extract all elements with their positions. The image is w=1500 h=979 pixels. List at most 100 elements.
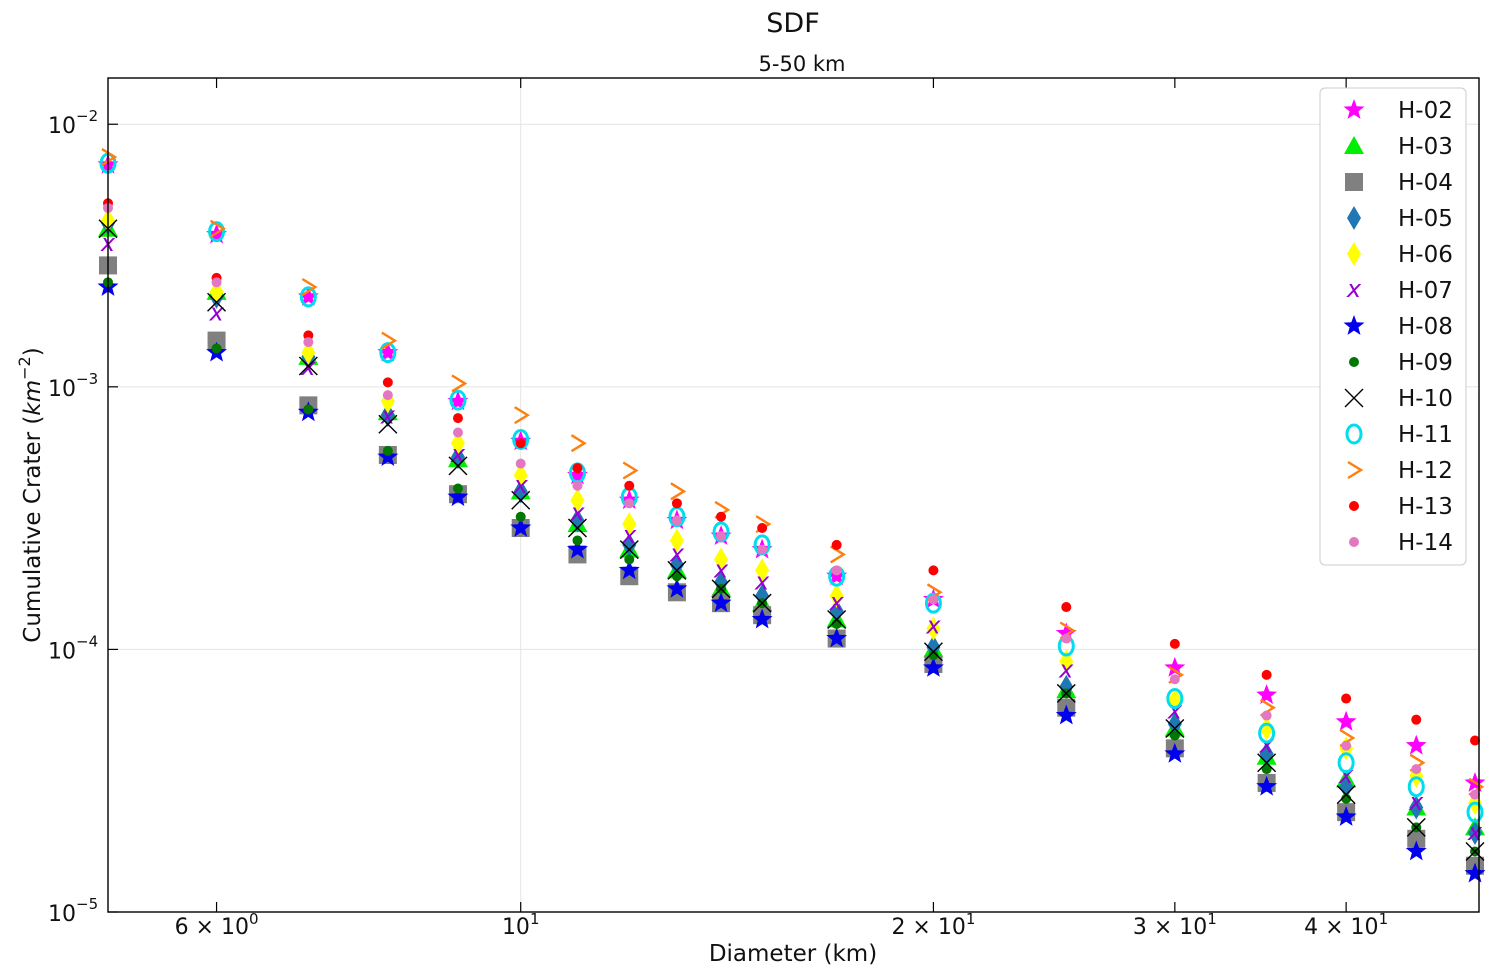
- data-point: [826, 627, 848, 648]
- data-point: [572, 480, 583, 491]
- data-point: [670, 482, 687, 501]
- data-point: [207, 331, 226, 350]
- data-point: [714, 547, 729, 572]
- legend-label: H-14: [1398, 530, 1453, 556]
- data-point: [382, 377, 393, 388]
- legend-marker: [1349, 357, 1359, 367]
- data-point: [101, 148, 118, 167]
- data-point: [1339, 774, 1354, 799]
- data-point: [751, 608, 773, 629]
- legend-label: H-05: [1398, 206, 1453, 232]
- data-point: [567, 538, 588, 559]
- data-point: [1406, 817, 1426, 837]
- legend-item-h-10: H-10: [1344, 386, 1453, 412]
- legend-item-h-14: H-14: [1349, 530, 1453, 556]
- y-axis-label-exp: −2: [15, 356, 34, 380]
- data-point: [1341, 740, 1352, 751]
- data-point: [624, 480, 635, 491]
- data-point: [928, 650, 939, 661]
- legend-item-h-11: H-11: [1345, 422, 1453, 448]
- legend-item-h-06: H-06: [1347, 242, 1453, 268]
- y-tick-label: 10−4: [48, 632, 98, 664]
- data-point: [755, 558, 770, 583]
- data-point: [1470, 735, 1480, 746]
- data-point: x: [925, 612, 941, 640]
- x-tick-label: 4 × 101: [1304, 910, 1388, 940]
- data-point: [716, 511, 727, 522]
- data-point: x: [380, 402, 396, 430]
- data-point: [1061, 602, 1072, 613]
- data-point: [618, 559, 640, 580]
- data-point: [452, 427, 463, 438]
- data-point: [515, 511, 526, 522]
- data-point: [1169, 674, 1180, 685]
- series-h-14: [103, 202, 1480, 800]
- data-point: [570, 434, 587, 453]
- legend-item-h-08: H-08: [1343, 314, 1453, 340]
- legend-label: H-06: [1398, 242, 1453, 268]
- data-point: [567, 464, 588, 485]
- y-axis-ticks: 10−2 10−3 10−4 10−5: [48, 107, 118, 927]
- y-axis-label-main: Cumulative Crater (: [20, 416, 46, 643]
- data-point: [1257, 753, 1277, 773]
- data-point: [1256, 684, 1278, 704]
- data-point: [510, 517, 532, 537]
- data-point: [1409, 795, 1424, 820]
- x-tick-label: 3 × 101: [1133, 910, 1217, 940]
- data-point: [512, 429, 530, 451]
- data-point: [1166, 688, 1184, 710]
- legend-label: H-07: [1398, 278, 1453, 304]
- data-point: [671, 498, 682, 509]
- data-point: [452, 413, 463, 424]
- data-point: [829, 583, 844, 608]
- data-point: [299, 286, 317, 308]
- y-tick-label: 10−3: [48, 370, 98, 402]
- data-point: [1405, 734, 1427, 755]
- data-point: [928, 565, 939, 576]
- data-point: [1169, 638, 1180, 649]
- data-point: x: [669, 539, 685, 567]
- data-point: [447, 390, 469, 411]
- data-point: [382, 390, 393, 401]
- data-point: [624, 498, 635, 509]
- data-point: [1164, 656, 1186, 677]
- data-point: [752, 593, 772, 613]
- data-point: [622, 532, 637, 557]
- plot-frame: [107, 77, 1480, 913]
- data-point: [829, 599, 844, 624]
- data-point: [827, 609, 847, 629]
- data-point: x: [829, 588, 845, 616]
- data-point: [831, 565, 842, 576]
- data-point: [515, 438, 526, 449]
- chart-title: SDF: [766, 8, 819, 39]
- legend-item-h-09: H-09: [1349, 350, 1453, 376]
- legend-label: H-10: [1398, 386, 1453, 412]
- legend-item-h-02: H-02: [1343, 98, 1453, 124]
- series-h-12: [101, 148, 1485, 796]
- y-axis-label-close: ): [20, 347, 46, 356]
- data-point: [1056, 683, 1076, 703]
- legend-marker: x: [1346, 275, 1362, 303]
- legend-item-h-05: H-05: [1347, 206, 1453, 232]
- data-point: [624, 554, 635, 565]
- legend-marker: [1345, 423, 1363, 445]
- data-point: [1061, 633, 1072, 644]
- data-point: [622, 512, 637, 537]
- data-point: [923, 656, 944, 677]
- data-point: [1464, 862, 1486, 883]
- legend-marker: [1347, 460, 1364, 480]
- data-point: x: [754, 567, 770, 595]
- data-point: [572, 535, 583, 546]
- data-point: [924, 592, 942, 614]
- x-tick-label: 2 × 101: [891, 910, 975, 940]
- data-point: [666, 577, 688, 598]
- legend-marker: [1344, 136, 1364, 154]
- data-point: [710, 592, 732, 613]
- legend-label: H-11: [1398, 422, 1453, 448]
- data-point: [1466, 801, 1484, 823]
- data-point: [1341, 693, 1352, 704]
- data-point: [572, 463, 583, 474]
- data-point: [667, 560, 687, 580]
- legend-item-h-13: H-13: [1349, 494, 1453, 520]
